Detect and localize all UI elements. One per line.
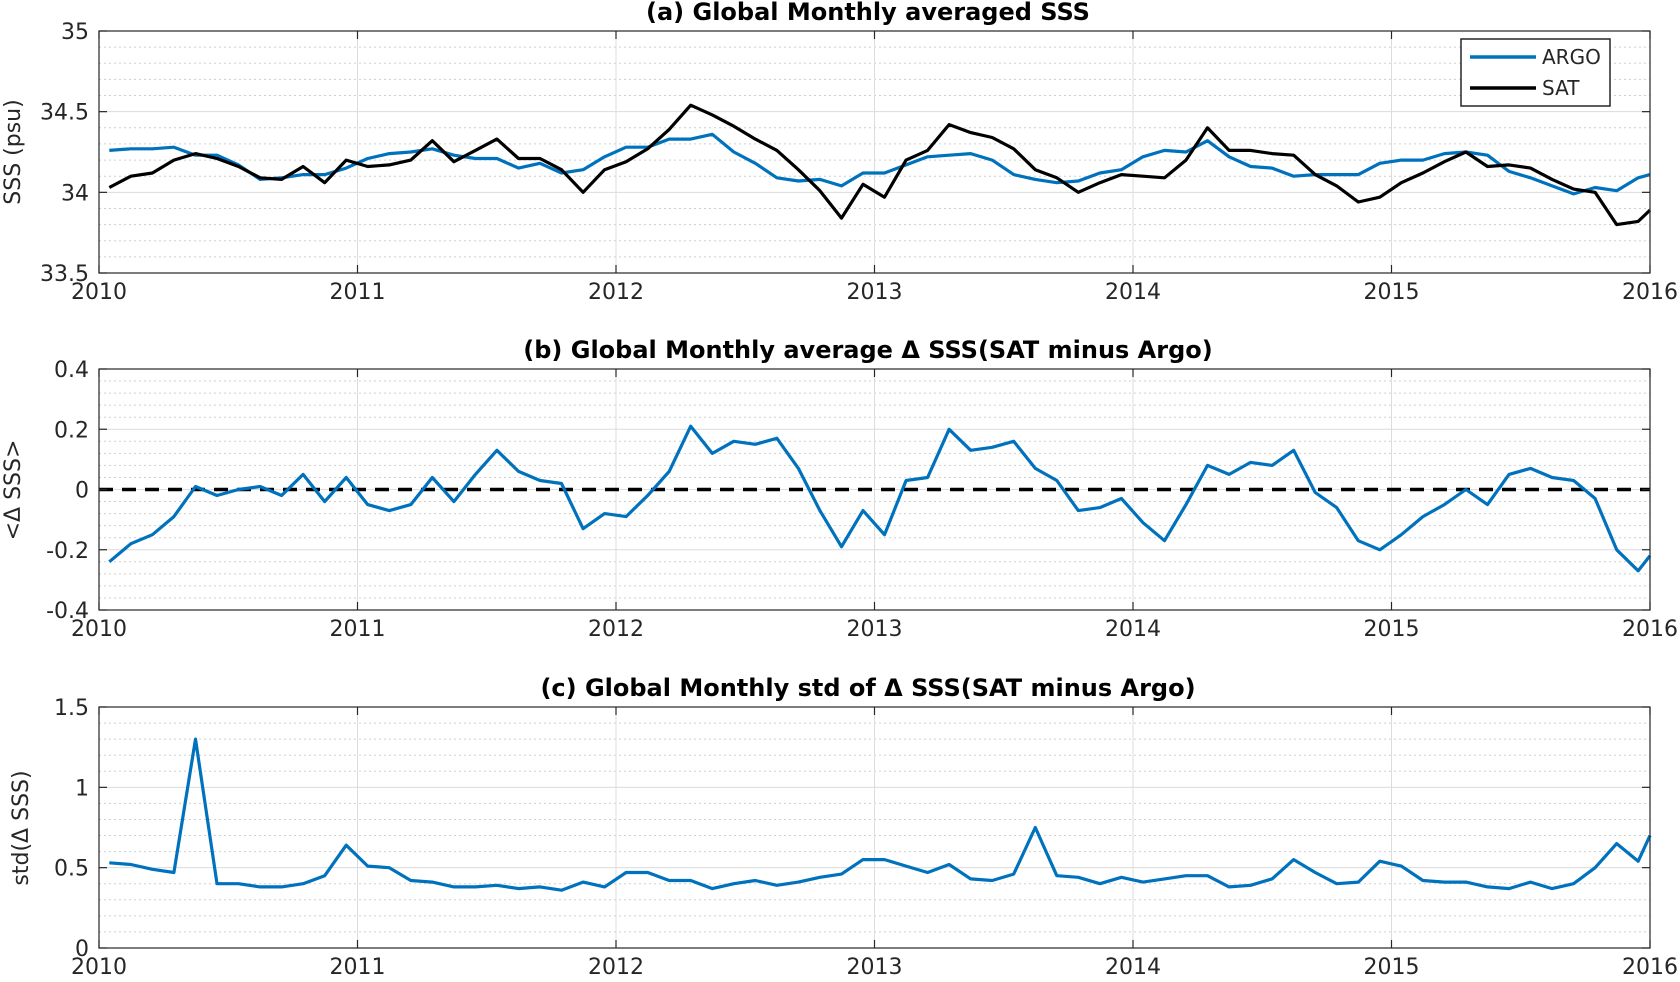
panel-a-xtick-label: 2015 [1364,280,1420,305]
panel-b-ticks: 2010 2011 2012 2013 2014 2015 2016 -0.4 -0.2 0 0.2… [46,358,1678,642]
panel-c-xtick-label: 2013 [847,955,903,980]
panel-a-ytick-label: 35 [61,20,89,45]
panel-b-xtick-label: 2010 [71,617,127,642]
panel-b-xtick-label: 2011 [330,617,386,642]
panel-b-xtick-label: 2016 [1622,617,1678,642]
panel-b-xtick-label: 2014 [1105,617,1161,642]
panel-a-xtick-label: 2016 [1622,280,1678,305]
panel-c-xtick-label: 2015 [1364,955,1420,980]
panel-c-xtick-label: 2014 [1105,955,1161,980]
panel-c-xtick-label: 2010 [71,955,127,980]
panel-c-title: (c) Global Monthly std of Δ SSS(SAT minu… [540,674,1195,702]
panel-a-xtick-label: 2013 [847,280,903,305]
panel-a-series [108,103,1652,227]
panel-b-xtick-label: 2012 [588,617,644,642]
panel-c-ticks: 2010 2011 2012 2013 2014 2015 2016 0 0.5 1 1.5 [54,696,1678,980]
panel-a-ytick-label: 34.5 [40,101,89,126]
panel-b-ytick-label: 0 [75,479,89,504]
panel-b-ytick-label: 0.2 [54,418,89,443]
panel-c-xtick-label: 2012 [588,955,644,980]
panel-a-xtick-label: 2011 [330,280,386,305]
panel-a-ytick-label: 34 [61,181,89,206]
panel-a-ylabel: SSS (psu) [1,99,26,204]
panel-a: (a) Global Monthly averaged SSS SSS (psu… [1,0,1678,305]
panel-b-ytick-label: -0.4 [46,599,89,624]
panel-c-ytick-label: 1.5 [54,696,89,721]
panel-a-ytick-label: 33.5 [40,262,89,287]
panel-a-xtick-label: 2014 [1105,280,1161,305]
panel-b: (b) Global Monthly average Δ SSS(SAT min… [1,336,1678,642]
panel-c-series [109,737,1652,892]
panel-b-title: (b) Global Monthly average Δ SSS(SAT min… [523,336,1212,364]
legend: ARGO SAT [1460,38,1611,107]
panel-a-xtick-label: 2012 [588,280,644,305]
panel-b-xtick-label: 2015 [1364,617,1420,642]
panel-c-ytick-label: 1 [75,776,89,801]
panel-c-ytick-label: 0 [75,937,89,962]
panel-b-delta-series-line [108,424,1652,573]
panel-a-sat-series-line [108,103,1652,227]
panel-a-argo-series-line [109,132,1651,196]
panel-b-series [108,424,1652,573]
panel-c-xtick-label: 2016 [1622,955,1678,980]
panel-c-xtick-label: 2011 [330,955,386,980]
panel-c: (c) Global Monthly std of Δ SSS(SAT minu… [9,674,1678,980]
panel-a-xtick-label: 2010 [71,280,127,305]
legend-argo-label: ARGO [1542,45,1601,69]
panel-c-ylabel: std(Δ SSS) [9,770,34,885]
panel-c-ytick-label: 0.5 [54,857,89,882]
panel-b-ytick-label: 0.4 [54,358,89,383]
panel-b-xtick-label: 2013 [847,617,903,642]
legend-box [1460,38,1611,107]
panel-a-ticks: 2010 2011 2012 2013 2014 2015 2016 33.5 34 34.5 35 [40,20,1678,305]
panel-a-title: (a) Global Monthly averaged SSS [646,0,1090,26]
panel-c-delta-series-line [109,737,1652,892]
panel-b-ylabel: <Δ SSS> [1,440,26,541]
legend-sat-label: SAT [1542,76,1580,100]
panel-b-ytick-label: -0.2 [46,539,89,564]
